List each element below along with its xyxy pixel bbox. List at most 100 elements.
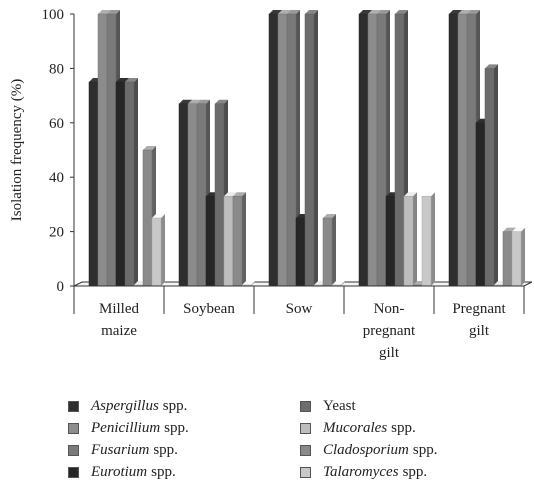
bar [448,13,459,287]
bar-top [377,10,390,14]
x-category-label-line: maize [101,323,137,339]
bar [124,81,135,287]
bar-top [188,99,201,104]
bar-top [143,146,156,150]
y-tick-label: 20 [49,225,64,241]
bar [142,149,153,287]
y-tick-label: 0 [57,279,65,295]
bar [502,231,513,287]
bar-top [152,214,165,218]
bar-side [134,78,138,286]
bar-top [269,10,282,14]
bar [151,217,162,287]
bar [466,13,477,287]
bar-side [161,214,165,286]
x-category-label-line: Pregnant [452,301,506,317]
bar [232,195,243,287]
bar-top [332,281,345,285]
y-tick-label: 80 [49,61,64,77]
bar-top [278,10,291,14]
x-category-label-line: Non- [374,301,405,317]
bar-top [422,192,435,197]
bar-top [323,214,336,218]
bar-side [413,192,417,286]
x-category-label: Milled maize [99,301,139,339]
bar [106,13,117,287]
x-category-label: Soybean [183,301,235,317]
bar-side [341,281,345,286]
bar-top [359,10,372,14]
x-category-label-line: gilt [469,323,490,339]
bar-side [242,192,246,286]
bar [205,195,216,287]
bar-top [485,64,498,69]
bar-top [107,10,120,14]
y-tick-label: 100 [42,7,65,23]
bar-side [494,64,498,287]
bar [358,13,369,287]
bar [178,103,189,287]
bar-top [458,10,471,14]
bar-top [215,99,228,104]
bar [385,195,396,287]
bar-top [197,99,210,104]
x-category-label-line: Soybean [183,301,235,317]
bar [115,81,126,287]
bar [187,103,198,287]
bar-top [449,10,462,14]
bar-top [98,10,111,14]
bar-side [521,227,525,286]
bar-top [395,10,408,14]
y-tick-label: 60 [49,116,64,132]
bar [286,13,297,287]
bar [214,103,225,287]
bar [223,195,234,287]
bar-series [88,10,525,287]
bar-side [314,10,318,286]
x-category-label: Pregnant gilt [452,301,506,339]
y-tick-label: 40 [49,170,64,186]
bar [277,13,288,287]
bar [511,231,522,287]
x-category-label: Non-pregnant gilt [363,301,416,361]
bar-top [287,10,300,14]
bar [394,13,405,287]
bar-side [251,281,255,286]
bar [88,81,99,287]
bar-top [368,10,381,14]
bar-top [224,192,237,197]
bar [376,13,387,287]
x-category-label-line: Milled [99,301,139,317]
bar [403,195,414,287]
bar [475,122,486,287]
bar [268,13,279,287]
bar-top [467,10,480,14]
x-category-label-line: pregnant [363,323,416,339]
x-category-label-line: gilt [379,345,400,361]
bar-top [512,227,525,232]
bar-top [503,227,516,232]
bar [484,68,495,287]
x-category-label-line: Sow [286,301,313,317]
axes: 0 20 40 60 80 100 Milled maize Soybean Sow Non-pre… [42,7,525,361]
bar-top [233,192,246,197]
bar-top [305,10,318,14]
bar-top [404,192,417,197]
bar [457,13,468,287]
bar-top [125,78,138,82]
bar-top [242,281,255,285]
bar [421,195,432,287]
bar-top [179,99,192,104]
bar [367,13,378,287]
bar [322,217,333,287]
x-category-label: Sow [286,301,313,317]
bar [304,13,315,287]
bar [295,217,306,287]
bar-side [431,192,435,286]
bar-side [332,214,336,286]
bar [97,13,108,287]
bar-top [116,78,129,82]
y-axis-label: Isolation frequency (%) [9,79,25,221]
bar [196,103,207,287]
